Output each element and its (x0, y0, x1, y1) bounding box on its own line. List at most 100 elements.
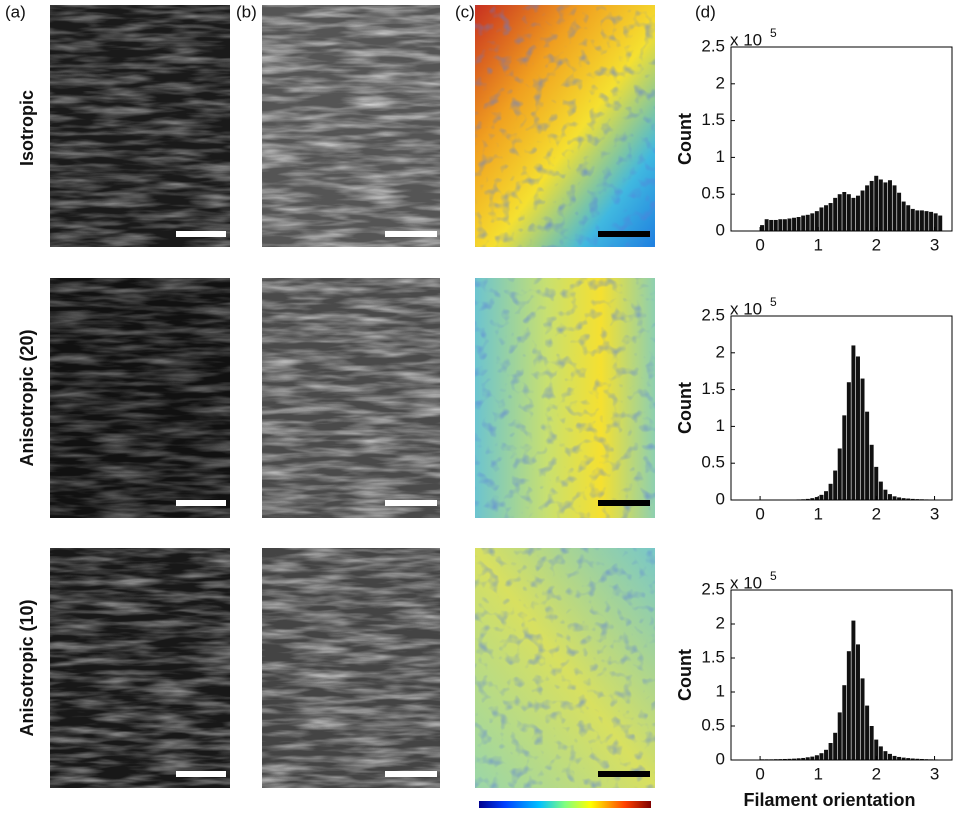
x-tick-label: 3 (930, 504, 939, 523)
micrographs (50, 5, 655, 808)
bar (861, 678, 865, 760)
y-tick-label: 0.5 (701, 184, 725, 203)
bar (824, 750, 828, 760)
bar (893, 185, 897, 231)
bar (801, 216, 805, 231)
bar (847, 651, 851, 760)
bar (893, 756, 897, 760)
bar (870, 726, 874, 760)
scale-bar (176, 771, 226, 777)
bar (778, 219, 782, 231)
y-tick-label: 2 (716, 73, 725, 92)
bar (829, 203, 833, 231)
x-tick-label: 1 (814, 764, 823, 783)
bar (787, 218, 791, 231)
bar (783, 219, 787, 231)
y-tick-label: 1.5 (701, 110, 725, 129)
bar (833, 733, 837, 760)
bar (883, 490, 887, 500)
bar (870, 181, 874, 231)
bar (874, 467, 878, 500)
scale-bar (385, 231, 437, 237)
bar (851, 198, 855, 231)
y-tick-label: 1.5 (701, 647, 725, 666)
x-tick-label: 3 (930, 764, 939, 783)
x-tick-label: 2 (872, 504, 881, 523)
bar (902, 202, 906, 231)
bar (883, 182, 887, 231)
bar (774, 220, 778, 231)
image-texture (50, 548, 230, 788)
bar (929, 212, 933, 231)
bar (879, 746, 883, 760)
y-tick-label: 0.5 (701, 715, 725, 734)
bar (810, 757, 814, 760)
x-tick-label: 2 (872, 235, 881, 254)
bar (819, 495, 823, 500)
bar (879, 179, 883, 231)
x-tick-label: 2 (872, 764, 881, 783)
bar (856, 356, 860, 500)
y-tick-label: 1 (716, 416, 725, 435)
bar (865, 412, 869, 500)
bar (924, 211, 928, 231)
y-tick-label: 2 (716, 613, 725, 632)
x-axis-label: Filament orientation (743, 790, 915, 810)
axis-multiplier: x 10 (730, 573, 762, 592)
bar (765, 219, 769, 231)
bar (829, 484, 833, 500)
y-tick-label: 0.5 (701, 453, 725, 472)
scale-bar (598, 771, 650, 777)
bar (856, 644, 860, 760)
bar (769, 220, 773, 231)
x-tick-label: 1 (814, 504, 823, 523)
y-tick-label: 2.5 (701, 36, 725, 55)
panel-label: (b) (236, 2, 257, 21)
bar (870, 445, 874, 500)
image-texture (475, 278, 655, 518)
bar (856, 196, 860, 231)
image-texture (475, 548, 655, 788)
image-texture (262, 548, 440, 788)
x-tick-label: 0 (755, 235, 764, 254)
bar (893, 496, 897, 500)
bar (906, 205, 910, 231)
y-tick-label: 1.5 (701, 379, 725, 398)
bar (865, 706, 869, 760)
bar (851, 345, 855, 500)
bar (824, 491, 828, 500)
axis-multiplier-exponent: 5 (770, 295, 777, 309)
bar (842, 415, 846, 500)
scale-bar (598, 500, 650, 506)
bar (861, 191, 865, 231)
scale-bar (176, 231, 226, 237)
x-tick-label: 1 (814, 235, 823, 254)
figure: (a) (b) (c) (d) Isotropic Anisotropic (2… (0, 0, 961, 813)
bar (888, 754, 892, 760)
bar (810, 213, 814, 231)
y-tick-label: 2.5 (701, 305, 725, 324)
image-texture (475, 5, 655, 247)
bar (883, 751, 887, 760)
bar (879, 482, 883, 500)
bar (833, 471, 837, 500)
bar (847, 194, 851, 231)
bar (915, 210, 919, 231)
y-tick-label: 0 (716, 220, 725, 239)
bar (911, 209, 915, 231)
y-tick-label: 2 (716, 342, 725, 361)
scale-bar (176, 500, 226, 506)
bar (938, 216, 942, 231)
scale-bar (385, 500, 437, 506)
y-axis-label: Count (675, 113, 695, 165)
bar (888, 180, 892, 231)
y-tick-label: 1 (716, 681, 725, 700)
axis-multiplier-exponent: 5 (770, 569, 777, 583)
image-texture (50, 5, 230, 247)
row-label: Anisotropic (20) (17, 329, 37, 466)
bar (874, 176, 878, 231)
scale-bar (598, 231, 650, 237)
axis-multiplier: x 10 (730, 30, 762, 49)
bar (833, 198, 837, 231)
bar (819, 207, 823, 231)
